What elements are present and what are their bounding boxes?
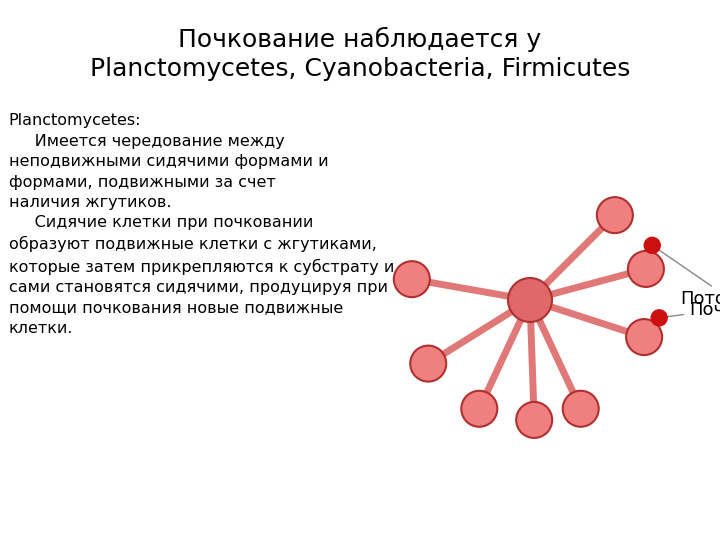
Text: Planctomycetes:
     Имеется чередование между
неподвижными сидячими формами и
ф: Planctomycetes: Имеется чередование межд…: [9, 113, 394, 336]
Text: Почка: Почка: [662, 301, 720, 319]
Circle shape: [597, 197, 633, 233]
Text: Потомство: Потомство: [654, 247, 720, 308]
Circle shape: [516, 402, 552, 438]
Text: Почкование наблюдается у
Planctomycetes, Cyanobacteria, Firmicutes: Почкование наблюдается у Planctomycetes,…: [90, 27, 630, 81]
Circle shape: [410, 346, 446, 382]
Circle shape: [626, 319, 662, 355]
Circle shape: [651, 310, 667, 326]
Circle shape: [628, 251, 664, 287]
Circle shape: [394, 261, 430, 297]
Circle shape: [563, 391, 599, 427]
Circle shape: [508, 278, 552, 322]
Circle shape: [462, 391, 498, 427]
Circle shape: [644, 238, 660, 253]
